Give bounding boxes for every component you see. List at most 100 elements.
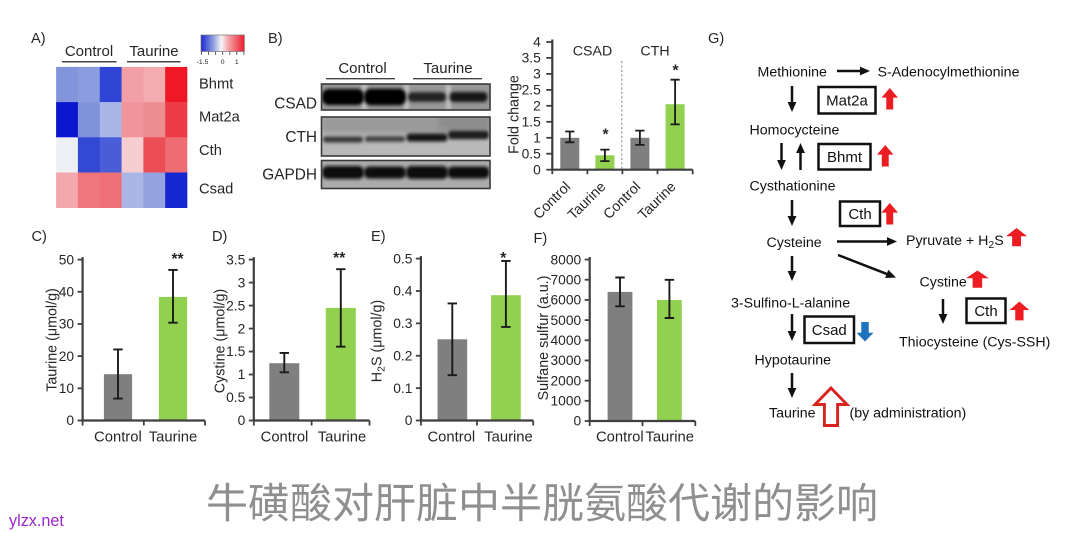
svg-text:5000: 5000 [550, 313, 581, 328]
svg-text:(by administration): (by administration) [850, 406, 967, 422]
svg-text:2.5: 2.5 [226, 298, 246, 313]
svg-text:C): C) [32, 229, 47, 245]
svg-text:F): F) [534, 231, 548, 247]
svg-text:Taurine: Taurine [129, 43, 178, 60]
svg-text:20: 20 [59, 349, 75, 364]
svg-text:0: 0 [574, 414, 582, 429]
svg-text:H2S (μmol/g): H2S (μmol/g) [370, 300, 388, 382]
svg-text:Control: Control [261, 430, 309, 446]
svg-text:0.4: 0.4 [393, 284, 413, 299]
svg-text:Control: Control [427, 430, 475, 446]
svg-text:Cth: Cth [199, 143, 222, 159]
svg-text:2: 2 [238, 321, 246, 336]
svg-text:D): D) [212, 229, 227, 245]
svg-text:0: 0 [221, 59, 225, 66]
svg-text:0.5: 0.5 [393, 251, 413, 266]
svg-text:Cystine: Cystine [920, 275, 967, 291]
svg-text:CTH: CTH [285, 129, 317, 146]
svg-text:Mat2a: Mat2a [199, 110, 241, 126]
svg-text:Mat2a: Mat2a [826, 92, 868, 109]
svg-text:1: 1 [533, 131, 541, 146]
svg-text:Taurine (μmol/g): Taurine (μmol/g) [45, 288, 61, 392]
svg-text:ylzx.net: ylzx.net [9, 512, 64, 530]
svg-text:0: 0 [405, 413, 413, 428]
svg-text:0.2: 0.2 [393, 348, 412, 363]
svg-text:Homocycteine: Homocycteine [750, 123, 840, 139]
svg-text:Bhmt: Bhmt [827, 149, 863, 166]
svg-text:Pyruvate + H2S: Pyruvate + H2S [906, 233, 1004, 251]
svg-text:1.5: 1.5 [522, 115, 542, 130]
svg-text:Cth: Cth [848, 206, 871, 223]
svg-text:A): A) [31, 31, 46, 47]
svg-text:Hypotaurine: Hypotaurine [755, 353, 832, 369]
svg-text:1.5: 1.5 [226, 344, 246, 359]
svg-text:1: 1 [235, 59, 239, 66]
svg-text:Csad: Csad [812, 322, 847, 339]
svg-text:Cth: Cth [974, 303, 997, 320]
svg-text:2000: 2000 [550, 373, 581, 388]
svg-text:*: * [500, 250, 507, 267]
svg-text:0: 0 [533, 162, 541, 177]
svg-text:4000: 4000 [550, 333, 581, 348]
svg-text:0.5: 0.5 [226, 390, 246, 405]
svg-text:Taurine: Taurine [769, 406, 816, 422]
svg-text:Control: Control [94, 430, 142, 446]
svg-text:Sulfane sulfur (a.u.): Sulfane sulfur (a.u.) [536, 276, 552, 401]
svg-text:Taurine: Taurine [318, 430, 367, 446]
svg-text:10: 10 [59, 381, 75, 396]
svg-text:3: 3 [238, 275, 246, 290]
svg-text:B): B) [268, 31, 283, 47]
svg-text:*: * [672, 63, 679, 80]
svg-text:3000: 3000 [550, 353, 581, 368]
svg-text:Control: Control [601, 179, 645, 223]
svg-text:1000: 1000 [550, 394, 581, 409]
svg-text:30: 30 [59, 317, 75, 332]
svg-text:CSAD: CSAD [274, 96, 317, 113]
svg-text:**: ** [171, 251, 184, 268]
svg-text:40: 40 [59, 284, 75, 299]
svg-text:0.1: 0.1 [393, 381, 412, 396]
svg-text:Control: Control [530, 179, 574, 223]
svg-text:E): E) [371, 229, 386, 245]
svg-text:Methionine: Methionine [758, 65, 828, 81]
svg-text:Taurine: Taurine [423, 60, 472, 77]
svg-text:0: 0 [66, 413, 74, 428]
svg-text:6000: 6000 [550, 293, 581, 308]
svg-text:*: * [602, 127, 609, 144]
svg-text:-1.5: -1.5 [197, 59, 209, 66]
svg-text:0: 0 [238, 413, 246, 428]
svg-text:Cysteine: Cysteine [767, 235, 822, 251]
svg-text:0.3: 0.3 [393, 316, 413, 331]
svg-text:Taurine: Taurine [149, 430, 198, 446]
svg-text:Control: Control [596, 430, 644, 446]
svg-text:2.5: 2.5 [522, 83, 542, 98]
svg-text:Taurine: Taurine [635, 179, 679, 223]
svg-text:CTH: CTH [640, 44, 669, 60]
svg-text:Taurine: Taurine [645, 430, 694, 446]
svg-text:Taurine: Taurine [565, 179, 609, 223]
svg-text:Bhmt: Bhmt [199, 76, 233, 92]
svg-text:Taurine: Taurine [484, 430, 533, 446]
svg-text:1: 1 [238, 367, 246, 382]
svg-text:Thiocysteine (Cys-SSH): Thiocysteine (Cys-SSH) [899, 335, 1050, 351]
svg-text:S-Adenocylmethionine: S-Adenocylmethionine [878, 65, 1020, 81]
svg-text:CSAD: CSAD [573, 44, 612, 60]
svg-text:3-Sulfino-L-alanine: 3-Sulfino-L-alanine [731, 296, 850, 312]
svg-text:**: ** [333, 250, 346, 267]
svg-text:G): G) [708, 31, 724, 47]
svg-text:8000: 8000 [550, 252, 581, 267]
svg-text:7000: 7000 [550, 272, 581, 287]
svg-text:Fold change: Fold change [507, 75, 523, 154]
svg-text:Control: Control [338, 60, 386, 77]
svg-text:Control: Control [65, 43, 113, 60]
svg-text:GAPDH: GAPDH [262, 167, 317, 184]
svg-text:50: 50 [59, 252, 75, 267]
svg-text:2: 2 [533, 99, 541, 114]
svg-text:3.5: 3.5 [226, 252, 246, 267]
svg-text:4: 4 [533, 35, 541, 50]
svg-text:Csad: Csad [199, 182, 233, 198]
svg-text:Cystine (μmol/g): Cystine (μmol/g) [213, 289, 229, 393]
svg-text:3: 3 [533, 67, 541, 82]
svg-text:0.5: 0.5 [522, 146, 542, 161]
svg-text:3.5: 3.5 [522, 51, 542, 66]
